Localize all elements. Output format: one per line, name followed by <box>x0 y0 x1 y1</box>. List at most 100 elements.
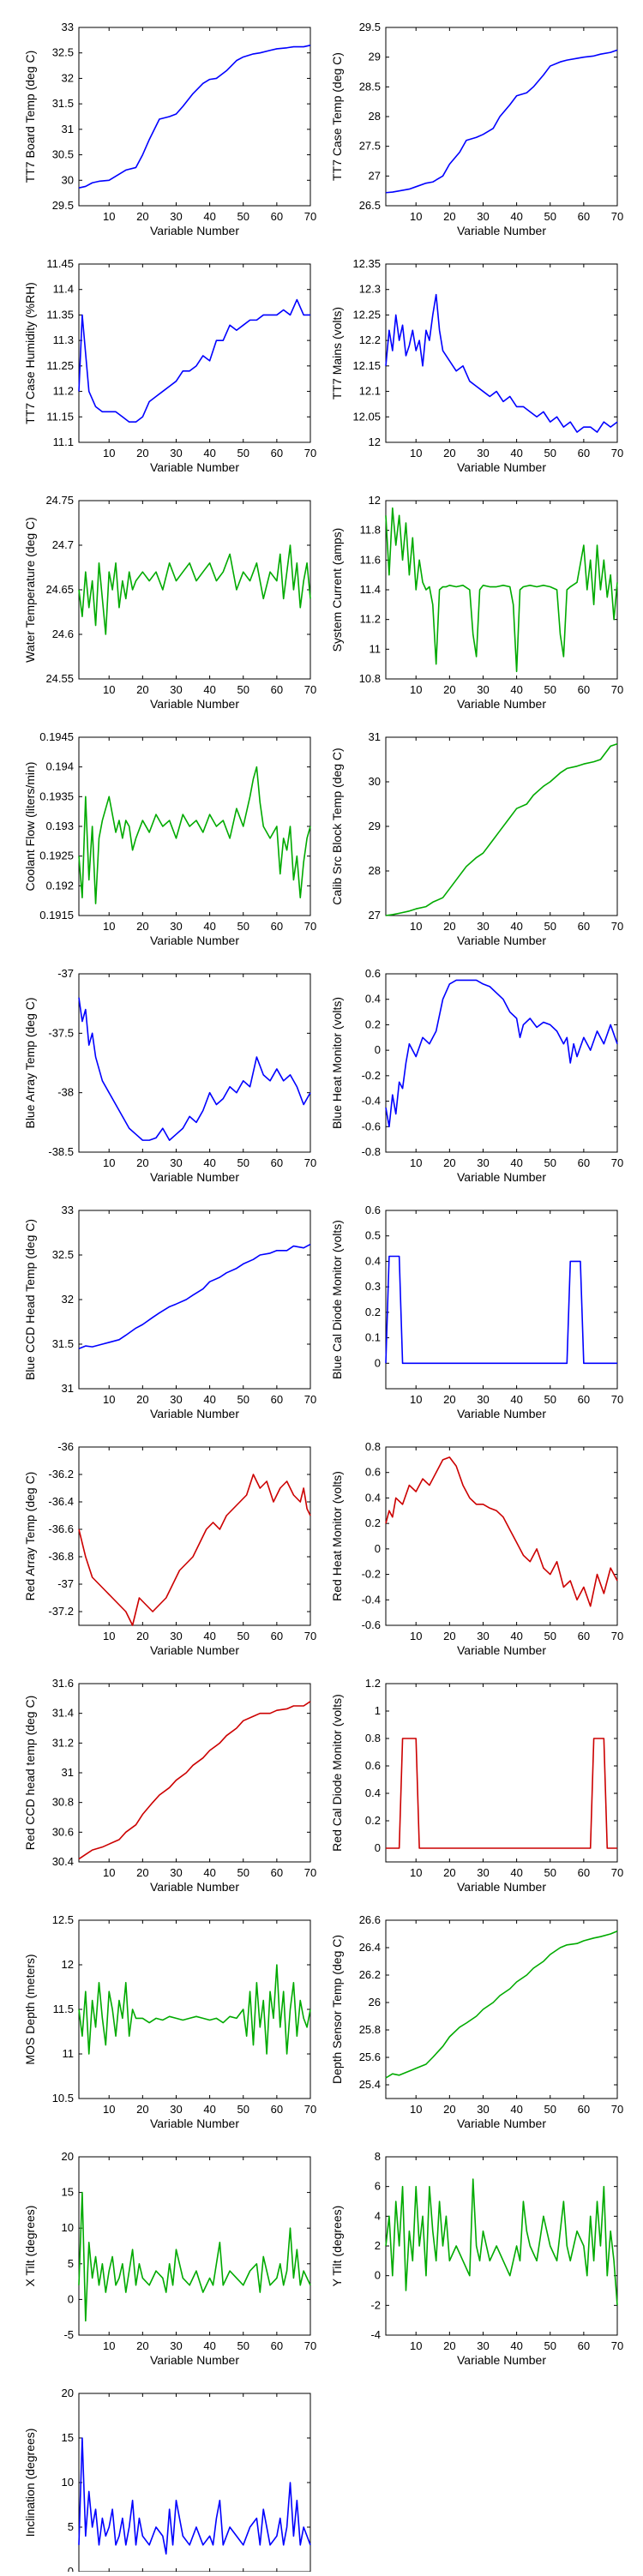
x-tick-label: 60 <box>578 1866 590 1879</box>
y-tick-label: 12.35 <box>352 257 381 270</box>
x-tick-label: 70 <box>304 920 316 933</box>
y-tick-label: 1 <box>375 1704 381 1717</box>
y-tick-label: 12 <box>62 1958 74 1971</box>
y-tick-label: 0 <box>375 1841 381 1854</box>
series-line <box>385 507 618 673</box>
chart-14: -0.6 -0.4 -0.2 0 0.2 0.4 0.6 0.8 10 20 30 40 50 60 70 V… <box>330 1440 623 1657</box>
x-tick-label: 50 <box>544 683 556 696</box>
x-tick-label: 70 <box>611 1866 623 1879</box>
series-line <box>78 2191 311 2322</box>
x-tick-label: 60 <box>271 1393 283 1406</box>
x-tick-label: 70 <box>304 2103 316 2116</box>
y-tick-label: 11.4 <box>53 283 74 296</box>
y-tick-label: 0.1915 <box>39 909 74 922</box>
y-tick-label: 33 <box>62 21 74 33</box>
chart-12: 0 0.1 0.2 0.3 0.4 0.5 0.6 10 20 30 40 50 60 70 Variabl… <box>330 1204 623 1420</box>
y-tick-label: 31.6 <box>52 1677 74 1690</box>
y-axis-label: TT7 Case Humidity (%RH) <box>23 282 37 424</box>
x-tick-label: 20 <box>443 1866 455 1879</box>
x-tick-label: 40 <box>203 1630 215 1642</box>
x-tick-label: 40 <box>203 2339 215 2352</box>
y-tick-label: -5 <box>63 2328 74 2341</box>
y-tick-label: -0.8 <box>362 1145 381 1158</box>
x-tick-label: 20 <box>136 1866 148 1879</box>
y-axis-label: Red Cal Diode Monitor (volts) <box>330 1694 344 1852</box>
y-tick-label: 30.6 <box>52 1825 74 1838</box>
x-axis-label: Variable Number <box>150 934 239 947</box>
y-tick-label: 29 <box>369 51 381 63</box>
y-tick-label: 11.4 <box>360 583 381 596</box>
x-tick-label: 30 <box>170 447 182 459</box>
x-tick-label: 10 <box>410 683 422 696</box>
x-tick-label: 10 <box>410 920 422 933</box>
x-tick-label: 60 <box>578 210 590 223</box>
x-tick-label: 30 <box>170 683 182 696</box>
x-tick-label: 70 <box>611 2339 623 2352</box>
x-tick-label: 10 <box>103 683 115 696</box>
y-tick-label: 0.2 <box>365 1018 381 1030</box>
y-tick-label: 33 <box>62 1204 74 1216</box>
x-tick-label: 40 <box>203 1866 215 1879</box>
x-tick-label: 60 <box>271 447 283 459</box>
y-tick-label: 0.6 <box>365 1204 381 1216</box>
plot-frame <box>385 736 618 916</box>
chart-13: -37.2 -37 -36.8 -36.6 -36.4 -36.2 -36 10 20 30 40 5… <box>23 1440 316 1657</box>
plot-frame <box>78 1210 311 1390</box>
x-tick-label: 20 <box>136 2103 148 2116</box>
x-tick-label: 60 <box>271 1630 283 1642</box>
x-tick-label: 40 <box>203 2103 215 2116</box>
y-tick-label: 30.8 <box>52 1796 74 1809</box>
x-tick-label: 10 <box>410 2103 422 2116</box>
x-tick-label: 40 <box>510 447 522 459</box>
x-tick-label: 40 <box>510 2103 522 2116</box>
y-tick-label: 0.2 <box>365 1516 381 1529</box>
x-tick-label: 60 <box>271 2339 283 2352</box>
x-axis-label: Variable Number <box>457 1643 546 1657</box>
plot-frame <box>385 1210 618 1390</box>
plot-frame <box>385 1446 618 1626</box>
y-tick-label: 29 <box>369 820 381 832</box>
y-tick-label: 0.8 <box>365 1732 381 1744</box>
x-axis-label: Variable Number <box>457 697 546 711</box>
x-tick-label: 20 <box>136 683 148 696</box>
x-axis-label: Variable Number <box>150 1170 239 1184</box>
plot-frame <box>78 27 311 207</box>
y-tick-label: 12.5 <box>52 1913 74 1926</box>
x-axis-label: Variable Number <box>457 1880 546 1894</box>
x-tick-label: 10 <box>410 1866 422 1879</box>
x-tick-label: 50 <box>237 920 249 933</box>
x-tick-label: 40 <box>510 683 522 696</box>
y-tick-label: 26 <box>369 1996 381 2009</box>
chart-16: 0 0.2 0.4 0.6 0.8 1 1.2 10 20 30 40 50 60 70 Variable … <box>330 1677 623 1894</box>
y-tick-label: -36.4 <box>48 1495 74 1508</box>
plot-frame <box>78 2393 311 2573</box>
series-line <box>78 1701 311 1860</box>
plot-frame <box>385 1919 618 2099</box>
y-tick-label: 0.2 <box>365 1306 381 1318</box>
y-tick-label: 27 <box>369 169 381 182</box>
x-tick-label: 40 <box>510 1866 522 1879</box>
series-line <box>385 743 618 916</box>
x-tick-label: 10 <box>103 1393 115 1406</box>
y-tick-label: -2 <box>370 2298 381 2311</box>
y-axis-label: MOS Depth (meters) <box>23 1954 37 2064</box>
x-axis-label: Variable Number <box>150 2353 239 2367</box>
y-tick-label: 27.5 <box>359 140 381 153</box>
y-axis-label: Blue Heat Monitor (volts) <box>330 997 344 1129</box>
y-tick-label: -36.6 <box>48 1522 74 1535</box>
plot-frame <box>78 263 311 443</box>
y-tick-label: 0.193 <box>45 820 74 832</box>
x-tick-label: 60 <box>271 683 283 696</box>
x-tick-label: 70 <box>611 2103 623 2116</box>
chart-10: -0.8 -0.6 -0.4 -0.2 0 0.2 0.4 0.6 10 20 30 40 50 60 70… <box>330 967 623 1184</box>
x-tick-label: 20 <box>136 1630 148 1642</box>
y-tick-label: 10.5 <box>52 2092 74 2105</box>
y-tick-label: 28 <box>369 864 381 877</box>
x-tick-label: 70 <box>304 447 316 459</box>
y-tick-label: 0.1935 <box>39 790 74 802</box>
x-tick-label: 70 <box>304 683 316 696</box>
y-tick-label: 31 <box>62 123 74 135</box>
x-tick-label: 10 <box>103 1156 115 1169</box>
